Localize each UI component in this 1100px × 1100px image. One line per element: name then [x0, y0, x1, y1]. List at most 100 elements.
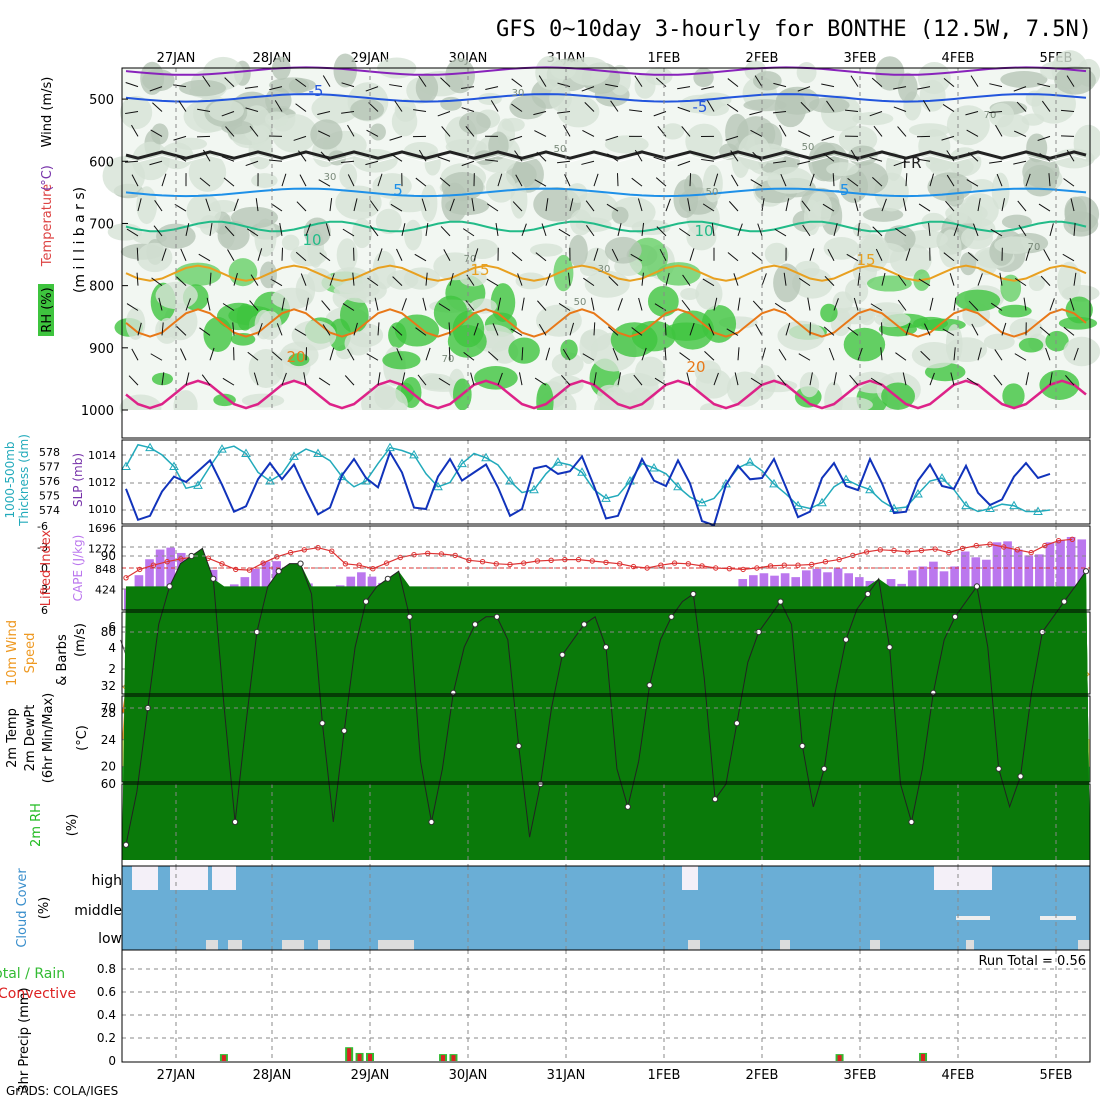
- wind-barb: [977, 273, 983, 286]
- bottom-date-label: 4FEB: [942, 1068, 975, 1083]
- wind-barb: [989, 160, 1003, 164]
- rh-band: [122, 548, 1090, 860]
- rh-shade: [213, 393, 236, 407]
- rh-point: [1082, 568, 1090, 575]
- cloud-bg: [122, 866, 1090, 950]
- wind-barb: [629, 109, 643, 113]
- wind-barb: [534, 377, 547, 386]
- wind-barb: [777, 374, 787, 386]
- wind-barb: [929, 173, 935, 187]
- rh-point: [886, 644, 893, 651]
- lifted-index-point: [329, 548, 335, 554]
- wind-barb: [389, 135, 403, 141]
- freezing-level: [125, 150, 1087, 160]
- rh-shade: [820, 303, 838, 323]
- wind-barb: [583, 277, 595, 287]
- wind-barb: [198, 253, 211, 262]
- panel-frame: [121, 67, 1091, 439]
- thickness-point: [817, 497, 827, 507]
- wind-barb: [344, 375, 355, 386]
- wind-barb: [873, 125, 883, 137]
- rh-point: [668, 613, 675, 620]
- rh-contour-label: 30: [512, 88, 525, 99]
- rh-shade: [288, 78, 309, 94]
- cloud-level-label: middle: [74, 903, 122, 919]
- wind-barb: [608, 276, 619, 286]
- wind-barb: [318, 130, 331, 137]
- wind-barb: [174, 153, 187, 162]
- bottom-date-label: 31JAN: [547, 1068, 586, 1083]
- wind-barb: [149, 160, 163, 166]
- bottom-date-label: 1FEB: [648, 1068, 681, 1083]
- rh-shade: [832, 291, 853, 313]
- rh-contour-label: 70: [984, 110, 997, 121]
- wind-barb: [178, 100, 187, 112]
- li-axis-label: Lifted Index: [39, 529, 54, 606]
- rh-shade: [991, 172, 1010, 210]
- wind-barb: [1061, 109, 1075, 113]
- cape-bar: [261, 561, 271, 610]
- wind-barb: [173, 84, 187, 88]
- wind-barb: [593, 322, 596, 336]
- wind-barb: [274, 100, 283, 112]
- wind-barb: [977, 198, 981, 212]
- lifted-index-point: [507, 561, 513, 568]
- wind-barb: [731, 174, 739, 187]
- wind-barb: [656, 226, 667, 237]
- thickness-point: [841, 474, 851, 484]
- rh-shade: [386, 269, 419, 290]
- wind-barb: [761, 273, 767, 286]
- wind-barb: [538, 323, 547, 336]
- thickness-point: [481, 452, 491, 462]
- rh-shade: [251, 173, 278, 188]
- rh-contour-label: 30: [598, 264, 611, 275]
- wind-barb: [953, 223, 959, 237]
- lifted-index-point: [891, 547, 897, 554]
- rh-shade: [1000, 274, 1022, 302]
- wind-barb: [893, 106, 907, 112]
- wind-barb: [255, 198, 259, 212]
- temperature-unit-label: (°C): [40, 165, 55, 191]
- lifted-index-point: [1069, 536, 1075, 542]
- wind-barb: [737, 297, 741, 311]
- wind-barb: [224, 225, 235, 237]
- rh-point: [362, 598, 370, 605]
- wind-barb: [377, 173, 383, 187]
- wind-barb: [949, 273, 955, 286]
- wind-barb: [245, 86, 259, 89]
- wind-barb: [511, 252, 523, 262]
- lifted-index-point: [411, 552, 417, 558]
- wind-barb: [1049, 298, 1055, 311]
- wind-barb: [946, 150, 955, 162]
- rh-shade: [433, 295, 468, 330]
- temperature-axis-label: Temperature: [40, 184, 55, 267]
- cloud-low-gap: [404, 940, 414, 950]
- wind-barb: [778, 349, 787, 361]
- rh-shade: [422, 373, 453, 390]
- wind-barb: [161, 322, 164, 336]
- wind-barb: [497, 297, 502, 311]
- wind-barb: [950, 372, 955, 386]
- rh-shade: [764, 242, 789, 266]
- thickness-point: [937, 473, 947, 482]
- wind-barb: [1014, 353, 1027, 361]
- wind-barb: [774, 228, 787, 237]
- rh-shade: [1018, 337, 1044, 353]
- cloud-level-label: low: [98, 931, 122, 947]
- wind-barb: [689, 322, 695, 336]
- rh-shade: [647, 286, 679, 317]
- wind-barb: [415, 177, 427, 187]
- wind-barb: [850, 75, 859, 87]
- lifted-index-point: [1001, 544, 1007, 550]
- rh-shade: [1064, 196, 1087, 226]
- rh-shade: [604, 135, 649, 154]
- precip-conv-bar: [357, 1053, 362, 1061]
- wind-barb: [943, 77, 955, 88]
- precip-conv-bar: [837, 1055, 842, 1061]
- rh-point: [210, 575, 217, 582]
- lifted-index-point: [123, 575, 129, 581]
- wind-barb: [641, 272, 644, 286]
- wind-barb: [295, 78, 307, 88]
- lifted-index-point: [521, 560, 527, 566]
